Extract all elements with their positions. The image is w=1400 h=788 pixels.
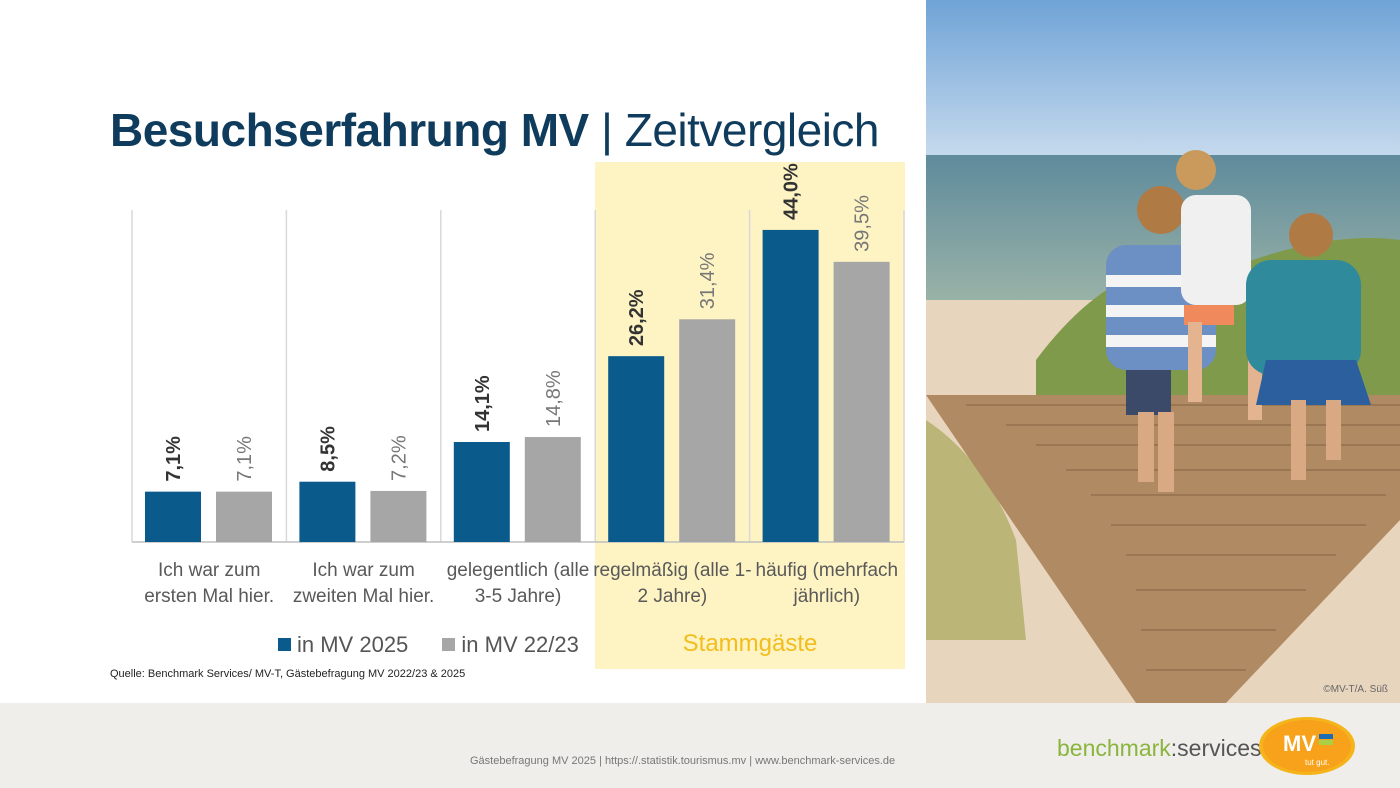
data-label-2223: 7,2% bbox=[388, 435, 410, 481]
category-label: 3-5 Jahre) bbox=[475, 586, 562, 607]
mv-logo-text: MV bbox=[1283, 731, 1316, 756]
page-title: Besuchserfahrung MV | Zeitvergleich bbox=[110, 103, 880, 157]
beach-photo-illustration bbox=[926, 0, 1400, 703]
bar-2223 bbox=[679, 319, 736, 542]
bar-2223 bbox=[833, 261, 890, 542]
footer bbox=[0, 703, 1400, 788]
mv-tut-gut-logo: MV tut gut. bbox=[1259, 717, 1355, 775]
bar-2025 bbox=[453, 441, 510, 542]
data-label-2223: 31,4% bbox=[697, 252, 719, 309]
category-label: Ich war zum bbox=[158, 560, 260, 581]
category-label: 2 Jahre) bbox=[638, 586, 708, 607]
photo-credit: ©MV-T/A. Süß bbox=[1323, 684, 1388, 695]
category-label: regelmäßig (alle 1- bbox=[593, 560, 751, 581]
mv-flag-blue bbox=[1319, 734, 1333, 739]
legend-swatch-2025 bbox=[278, 638, 291, 651]
legend-item-2025: in MV 2025 bbox=[278, 632, 408, 658]
child-middle bbox=[1176, 150, 1262, 420]
data-label-2223: 14,8% bbox=[543, 370, 565, 427]
legend-label-2223: in MV 22/23 bbox=[461, 632, 579, 657]
bar-2025 bbox=[299, 481, 356, 542]
title-bold: Besuchserfahrung MV bbox=[110, 104, 589, 156]
stammgaeste-label: Stammgäste bbox=[682, 630, 818, 657]
legend-label-2025: in MV 2025 bbox=[297, 632, 409, 657]
bar-chart: 7,1% 7,1% Ich war zum ersten Mal hier. 8,5% 7… bbox=[131, 163, 905, 607]
category-label: zweiten Mal hier. bbox=[293, 586, 435, 607]
legend-swatch-2223 bbox=[442, 638, 456, 651]
bar-2025 bbox=[145, 491, 201, 542]
data-label-2025: 14,1% bbox=[472, 375, 494, 432]
category-label: ersten Mal hier. bbox=[144, 586, 274, 607]
title-light: Zeitvergleich bbox=[624, 104, 880, 156]
bar-2025 bbox=[608, 356, 665, 542]
legend: in MV 2025 in MV 22/23 bbox=[278, 632, 607, 658]
logo-services: :services bbox=[1170, 735, 1262, 761]
legend-item-2223: in MV 22/23 bbox=[442, 632, 579, 658]
mv-flag-green bbox=[1319, 740, 1333, 745]
data-label-2025: 44,0% bbox=[781, 163, 803, 220]
benchmark-services-logo: benchmark:services bbox=[1057, 735, 1262, 762]
data-label-2025: 8,5% bbox=[317, 426, 339, 472]
footer-text: Gästebefragung MV 2025 | https://.statis… bbox=[470, 755, 896, 767]
child-right bbox=[1246, 213, 1371, 480]
category-label: jährlich) bbox=[793, 586, 861, 607]
category-label: Ich war zum bbox=[312, 560, 414, 581]
category-label: gelegentlich (alle bbox=[447, 560, 590, 581]
logo-benchmark: benchmark bbox=[1057, 735, 1171, 761]
category-label: häufig (mehrfach bbox=[756, 560, 899, 581]
bar-2025 bbox=[762, 229, 819, 543]
bar-2223 bbox=[370, 490, 427, 542]
data-label-2223: 39,5% bbox=[852, 195, 874, 252]
source-note: Quelle: Benchmark Services/ MV-T, Gästeb… bbox=[110, 668, 466, 680]
data-label-2025: 26,2% bbox=[626, 289, 648, 346]
data-label-2223: 7,1% bbox=[234, 436, 256, 482]
bar-2223 bbox=[524, 437, 581, 542]
mv-logo-tagline: tut gut. bbox=[1305, 758, 1329, 767]
title-separator: | bbox=[601, 104, 613, 156]
data-label-2025: 7,1% bbox=[163, 436, 185, 482]
bar-2223 bbox=[216, 491, 272, 542]
beach-photo: ©MV-T/A. Süß bbox=[926, 0, 1400, 703]
